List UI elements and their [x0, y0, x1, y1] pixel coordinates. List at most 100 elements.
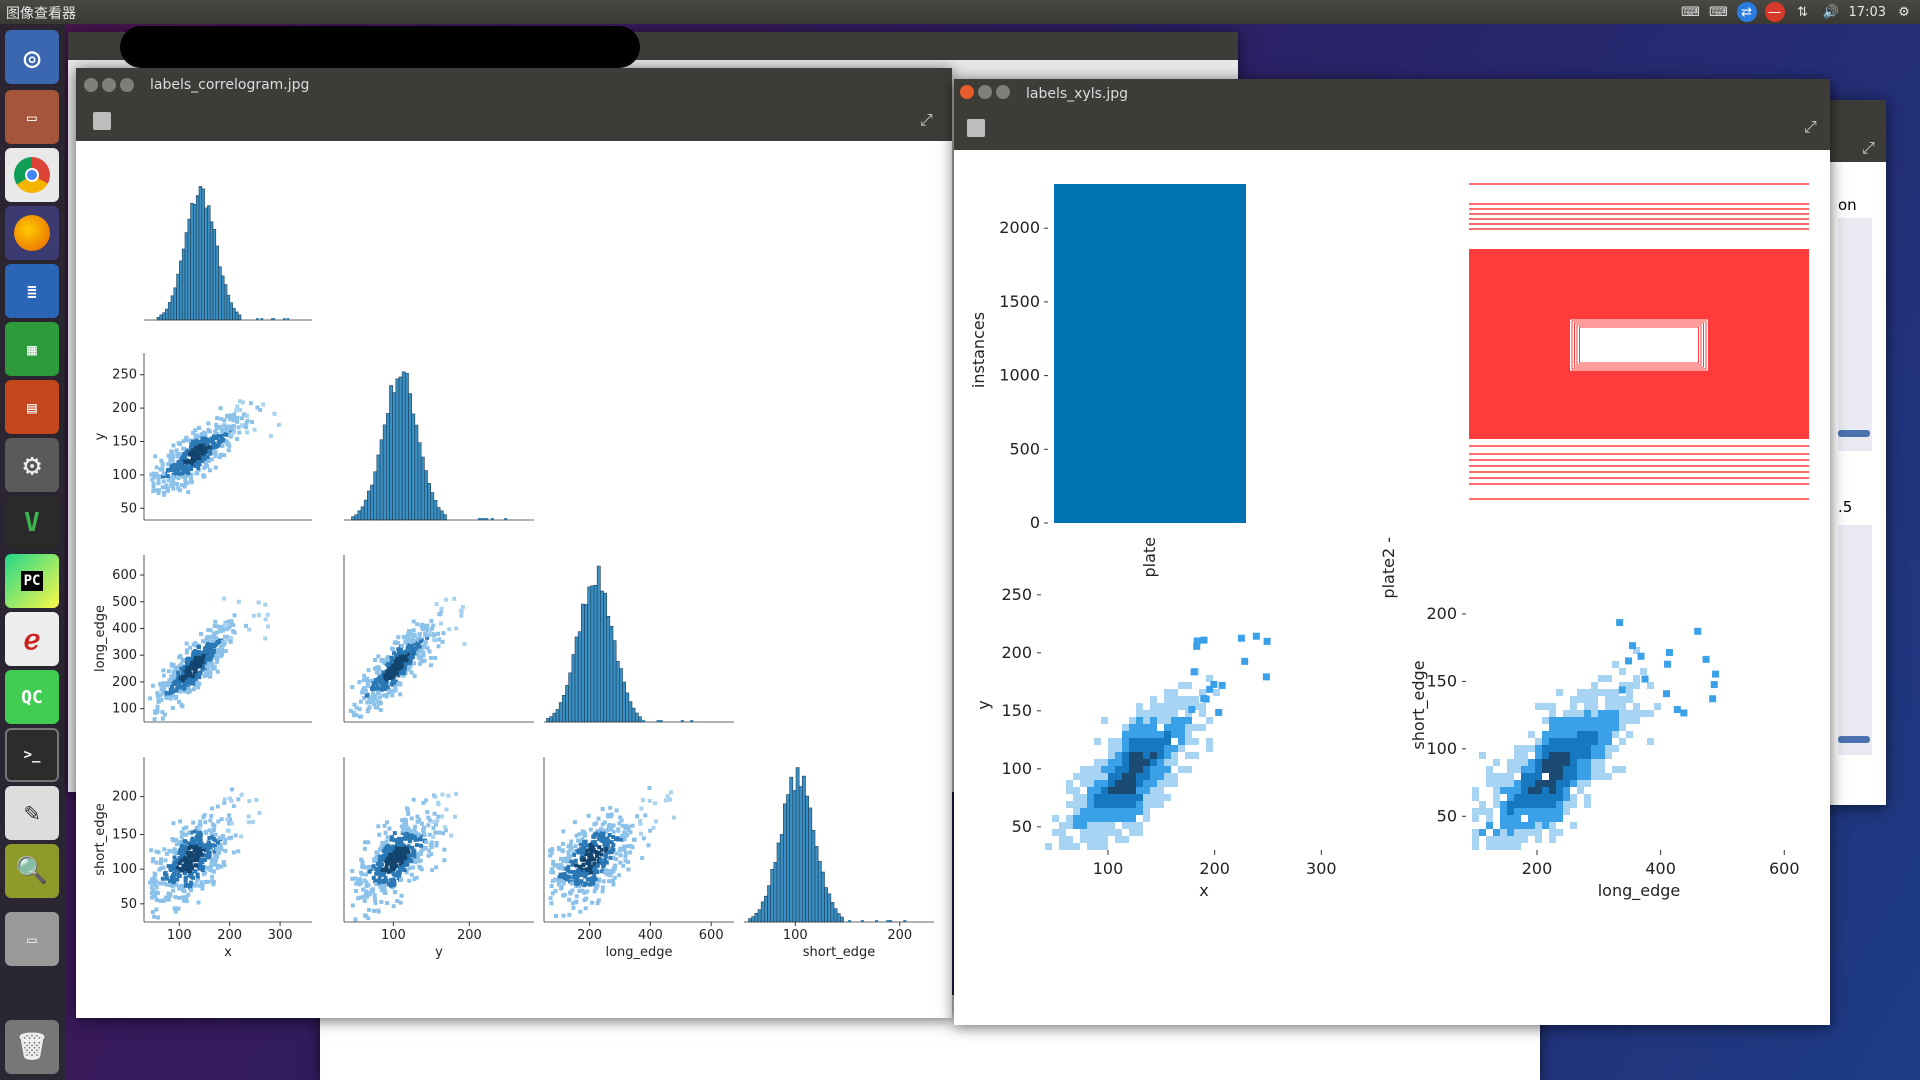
scatter-long-short-outlier — [667, 797, 672, 802]
scatter-x-long-cell — [177, 699, 182, 704]
heatmap-cell — [1108, 801, 1115, 808]
settings-icon[interactable]: ⚙ — [5, 438, 59, 492]
scatter-x-y-cell — [185, 463, 190, 468]
scatter-long-short-cell — [558, 862, 563, 867]
keyboard-icon[interactable]: ⌨ — [1681, 4, 1700, 20]
heatmap-cell — [1584, 766, 1591, 773]
heatmap-cell — [1626, 682, 1633, 689]
heatmap-cell — [1059, 836, 1066, 843]
heatmap-cell — [1549, 801, 1556, 808]
scatter-x-short-cell — [187, 861, 192, 866]
scatter-y-long-cell — [411, 619, 416, 624]
scatter-x-y-cell — [196, 465, 201, 470]
scatter-y-long-cell — [411, 639, 416, 644]
scatter-x-short-cell — [201, 865, 206, 870]
long-edge-bottom-axis-tick-label: 600 — [699, 928, 724, 943]
trash-icon[interactable]: 🗑 — [5, 1020, 59, 1074]
close-icon[interactable] — [84, 78, 98, 92]
heatmap-cell — [1584, 731, 1591, 738]
scatter-y-short-cell — [366, 916, 371, 921]
bar-plate — [1054, 184, 1246, 523]
scatter-y-long-cell — [362, 689, 367, 694]
maximize-icon[interactable] — [120, 78, 134, 92]
hist-x — [282, 318, 286, 320]
scatter-x-long-cell — [186, 672, 191, 677]
heatmap-cell — [1556, 787, 1563, 794]
correlogram-titlebar[interactable]: labels_correlogram.jpg ⤢ — [76, 68, 952, 141]
heatmap-cell — [1171, 710, 1178, 717]
heatmap-cell — [1493, 829, 1500, 836]
writer-icon[interactable]: ≣ — [5, 264, 59, 318]
scatter-y-short-cell — [393, 890, 398, 895]
scatter-x-y-cell — [213, 429, 218, 434]
labels-viewer-window[interactable]: labels_xyls.jpg ⤢ 0 500 1000 1500 2000 instan… — [954, 79, 1830, 1025]
scatter-x-short-outlier — [254, 797, 259, 802]
fullscreen-icon[interactable]: ⤢ — [920, 110, 933, 129]
gallery-toggle-icon[interactable] — [967, 119, 985, 137]
gear-icon[interactable]: ⚙ — [1898, 4, 1910, 20]
files-icon[interactable]: ▭ — [5, 90, 59, 144]
correlogram-viewer-window[interactable]: labels_correlogram.jpg ⤢ 50 100 150 200 250 1… — [76, 68, 952, 1018]
heatmap-cell — [1577, 759, 1584, 766]
pycharm-icon[interactable]: PC — [5, 554, 59, 608]
image-viewer-icon[interactable]: 🔍 — [5, 844, 59, 898]
scatter-x-long-cell — [178, 676, 183, 681]
scatter-y-long-cell — [388, 663, 393, 668]
scatter-x-long-cell — [163, 690, 168, 695]
calc-icon[interactable]: ▦ — [5, 322, 59, 376]
firefox-icon[interactable] — [5, 206, 59, 260]
heatmap-cell — [1087, 815, 1094, 822]
qtcreator-icon[interactable]: QC — [5, 670, 59, 724]
keyboard-layout-icon[interactable]: ⌨ — [1709, 4, 1728, 20]
clock[interactable]: 17:03 — [1848, 4, 1886, 20]
minimize-icon[interactable] — [978, 85, 992, 99]
drive-icon[interactable]: ▭ — [5, 912, 59, 966]
text-editor-icon[interactable]: ✎ — [5, 786, 59, 840]
x-axis-tick-label: 100 — [167, 928, 192, 943]
heatmap-cell — [1521, 745, 1528, 752]
scatter-x-long-cell — [169, 662, 174, 667]
heatmap-cell — [1535, 815, 1542, 822]
heatmap-cell — [1122, 752, 1129, 759]
fullscreen-icon[interactable]: ⤢ — [1804, 117, 1817, 136]
scatter-y-short-cell — [403, 854, 408, 859]
y-axis-tick-label: 50 — [120, 501, 137, 516]
heatmap-cell — [1122, 780, 1129, 787]
heatmap-cell — [1584, 717, 1591, 724]
scatter-y-long-cell — [396, 635, 401, 640]
scatter-x-y-cell — [151, 489, 156, 494]
scatter-x-long-cell — [220, 647, 225, 652]
scatter-x-y-cell — [224, 432, 229, 437]
chrome-icon[interactable] — [5, 148, 59, 202]
gallery-toggle-icon[interactable] — [93, 112, 111, 130]
minimize-icon[interactable] — [102, 78, 116, 92]
scatter-y-long-cell — [348, 708, 353, 713]
scatter-x-short-cell — [193, 844, 198, 849]
scatter-x-short-cell — [200, 845, 205, 850]
hist-x — [179, 260, 183, 321]
scatter-long-short-cell — [570, 881, 575, 886]
ubuntu-icon[interactable]: ◎ — [5, 30, 59, 84]
scatter-x-long-cell — [196, 685, 201, 690]
labels-titlebar[interactable]: labels_xyls.jpg ⤢ — [954, 79, 1830, 150]
scatter-y-long-cell — [386, 663, 391, 668]
expand-icon[interactable]: ⤢ — [1862, 138, 1875, 157]
close-icon[interactable] — [960, 85, 974, 99]
teamviewer-icon[interactable]: ⇄ — [1736, 2, 1757, 22]
hist-x — [232, 308, 236, 321]
heatmap-cell — [1073, 843, 1080, 850]
scatter-x-y-cell — [197, 444, 202, 449]
hist-short-edge — [751, 916, 756, 923]
impress-icon[interactable]: ▤ — [5, 380, 59, 434]
network-icon[interactable]: ⇅ — [1797, 4, 1808, 20]
scatter-x-long-cell — [231, 623, 236, 628]
vim-icon[interactable]: V — [5, 496, 59, 550]
scatter-x-y-cell — [187, 438, 192, 443]
hist-long-edge — [641, 720, 646, 722]
evince-icon[interactable]: ℯ — [5, 612, 59, 666]
terminal-icon[interactable]: >_ — [5, 728, 59, 782]
maximize-icon[interactable] — [996, 85, 1010, 99]
scatter-x-long-cell — [186, 674, 191, 679]
do-not-disturb-icon[interactable]: — — [1764, 2, 1785, 22]
volume-icon[interactable]: 🔊 — [1822, 4, 1839, 20]
